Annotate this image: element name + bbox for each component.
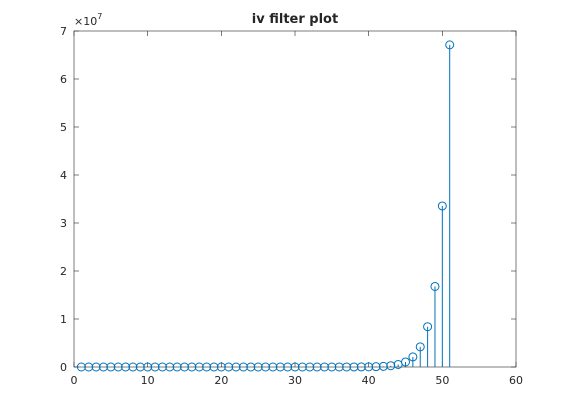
stem-marker xyxy=(253,362,263,372)
stem-marker xyxy=(157,362,167,372)
stem-marker xyxy=(401,357,410,367)
stem-marker xyxy=(378,361,388,371)
stem-marker xyxy=(98,362,108,372)
axis-multiplier: ×107 xyxy=(74,12,102,28)
stem-marker xyxy=(408,352,418,362)
stem-marker xyxy=(128,362,138,372)
stem-marker xyxy=(290,362,300,372)
x-tick-label: 50 xyxy=(435,374,449,387)
chart-title: iv filter plot xyxy=(252,12,338,27)
stem-marker xyxy=(121,362,131,372)
y-tick-label: 2 xyxy=(60,265,67,278)
x-tick-label: 60 xyxy=(509,374,523,387)
stem-marker xyxy=(246,362,256,372)
stem-marker xyxy=(209,362,219,372)
stem-marker xyxy=(172,362,182,372)
y-tick-label: 6 xyxy=(60,73,67,86)
stem-marker xyxy=(224,362,234,372)
stem-marker xyxy=(275,362,285,372)
stem-marker xyxy=(356,362,366,372)
stem-marker xyxy=(135,362,145,372)
stem-marker xyxy=(84,362,94,372)
stem-marker xyxy=(113,362,123,372)
stem-marker xyxy=(430,281,440,291)
stem-marker xyxy=(437,201,447,211)
stem-marker xyxy=(415,342,425,352)
y-tick-label: 5 xyxy=(60,121,67,134)
stem-marker xyxy=(297,362,307,372)
stem-marker xyxy=(305,362,315,372)
stem-marker xyxy=(268,362,278,372)
x-tick-label: 0 xyxy=(71,374,78,387)
x-tick-label: 20 xyxy=(214,374,228,387)
stem-marker xyxy=(423,322,433,332)
y-tick-label: 7 xyxy=(60,25,67,38)
stem-marker xyxy=(194,362,204,372)
stem-marker xyxy=(327,362,337,372)
stem-marker xyxy=(349,362,359,372)
stem-marker xyxy=(371,362,381,372)
stem-marker xyxy=(143,362,153,372)
stem-marker xyxy=(76,362,86,372)
stem-marker xyxy=(319,362,329,372)
x-tick-label: 40 xyxy=(362,374,376,387)
stem-marker xyxy=(165,362,175,372)
y-tick-label: 3 xyxy=(60,217,67,230)
stem-marker xyxy=(445,40,455,50)
stem-marker xyxy=(261,362,271,372)
stem-marker xyxy=(91,362,101,372)
stem-marker xyxy=(187,362,197,372)
stem-marker xyxy=(238,362,248,372)
x-tick-label: 30 xyxy=(288,374,302,387)
x-tick-label: 10 xyxy=(141,374,155,387)
stem-marker xyxy=(150,362,160,372)
stem-marker xyxy=(231,362,241,372)
stem-marker xyxy=(106,362,116,372)
multiplier-exponent: 7 xyxy=(97,12,102,21)
y-tick-label: 0 xyxy=(60,361,67,374)
stem-marker xyxy=(364,362,374,372)
stem-marker xyxy=(216,362,226,372)
stem-marker xyxy=(312,362,322,372)
y-tick-label: 4 xyxy=(60,169,67,182)
y-tick-label: 1 xyxy=(60,313,67,326)
stem-marker xyxy=(202,362,212,372)
stem-marker xyxy=(283,362,293,372)
stem-marker xyxy=(180,362,189,372)
multiplier-base: ×10 xyxy=(74,15,97,28)
stem-marker xyxy=(342,362,352,372)
stem-marker xyxy=(334,362,344,372)
